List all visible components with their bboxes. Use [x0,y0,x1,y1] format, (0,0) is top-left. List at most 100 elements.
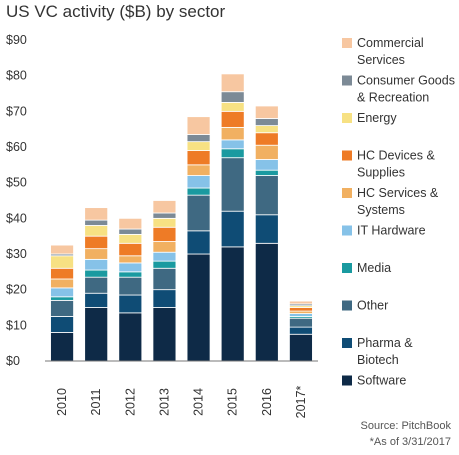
bar-segment [289,333,313,362]
bar-segment [220,139,245,150]
bar-segment [186,116,211,135]
x-tick-label: 2013 [157,388,171,416]
legend-item: Commercial Services [342,36,424,67]
bar-stack [186,116,211,362]
y-tick-label: $10 [6,318,27,332]
legend-item: HC Services & Systems [342,186,439,217]
bar-segment [84,248,109,260]
legend-label: Supplies [357,166,405,180]
bar-segment [254,118,279,127]
bar-segment [254,105,279,119]
bar-segment [118,255,143,264]
bar-segment [152,226,177,242]
legend-item: Software [342,374,406,388]
bar-segment [220,91,245,103]
legend-swatch [342,150,352,161]
legend-swatch [342,263,352,273]
bar-segment [220,126,245,141]
bar-segment [50,299,74,317]
legend-swatch [342,338,352,348]
bar-segment [50,278,74,289]
bar-segment [289,300,313,305]
bar-segment [84,235,109,250]
y-tick-label: $0 [6,354,20,368]
y-tick-label: $90 [6,33,27,47]
legend-label: & Recreation [357,91,429,105]
legend-label: Other [357,299,388,313]
bar-segment [152,200,177,214]
legend-swatch [342,300,352,311]
legend-label: Biotech [357,353,399,367]
bar-segment [254,169,279,176]
bar-segment [152,212,177,219]
bar-segment [186,134,211,143]
bar-segment [254,125,279,134]
legend-swatch [342,188,352,198]
bar-segment [84,225,109,237]
x-tick-label: 2014 [192,388,206,416]
bar-segment [118,271,143,278]
bar-segment [254,132,279,146]
bar-segment [220,246,245,362]
legend-item: HC Devices & Supplies [342,149,435,180]
x-axis: 2010 2011 2012 2013 2014 2015 2016 2017* [55,386,308,419]
legend-item: IT Hardware [342,224,426,238]
bar-stack [152,200,177,362]
bar-stack [289,300,313,362]
bar-segment [254,242,279,362]
bar-segment [289,317,313,328]
bar-segment [152,217,177,228]
bar-segment [84,292,109,308]
y-tick-label: $20 [6,283,27,297]
bar-segment [84,269,109,278]
bar-segment [118,312,143,362]
y-tick-label: $40 [6,211,27,225]
bar-segment [220,110,245,128]
bar-segment [186,230,211,255]
footnote-text: *As of 3/31/2017 [369,436,451,448]
bar-segment [220,157,245,212]
legend-label: Software [357,374,406,388]
bar-segment [118,217,143,230]
legend-label: Services [357,53,405,67]
y-tick-label: $80 [6,69,27,83]
bar-segment [118,233,143,244]
bar-segment [152,260,177,269]
legend-label: Systems [357,203,405,217]
bar-segment [50,332,74,362]
bar-segment [186,187,211,196]
x-tick-label: 2017* [294,386,308,419]
bar-stacks [50,73,313,362]
legend-label: Energy [357,111,397,125]
bar-segment [50,316,74,333]
bar-segment [220,148,245,159]
legend-item: Consumer Goods & Recreation [342,74,455,105]
bar-segment [84,219,109,226]
bar-segment [289,326,313,335]
bar-segment [254,144,279,160]
bar-segment [186,175,211,189]
legend-item: Media [342,261,391,275]
bar-segment [84,276,109,294]
bar-segment [186,150,211,166]
bar-segment [118,262,143,273]
bar-segment [152,307,177,362]
bar-segment [50,267,74,280]
legend: Commercial Services Consumer Goods & Recrea… [342,36,455,388]
bar-stack [50,244,74,362]
bar-segment [118,276,143,296]
legend-label: HC Devices & [357,149,435,163]
bar-segment [289,313,313,317]
source-text: Source: PitchBook [360,420,452,432]
bar-segment [84,258,109,271]
bar-segment [186,141,211,151]
legend-label: HC Services & [357,186,439,200]
y-tick-label: $30 [6,247,27,261]
bar-stack [220,73,245,362]
bar-segment [152,267,177,291]
bar-segment [50,287,74,298]
y-tick-label: $60 [6,140,27,154]
bar-segment [254,159,279,171]
bar-segment [186,253,211,362]
y-tick-label: $70 [6,104,27,118]
